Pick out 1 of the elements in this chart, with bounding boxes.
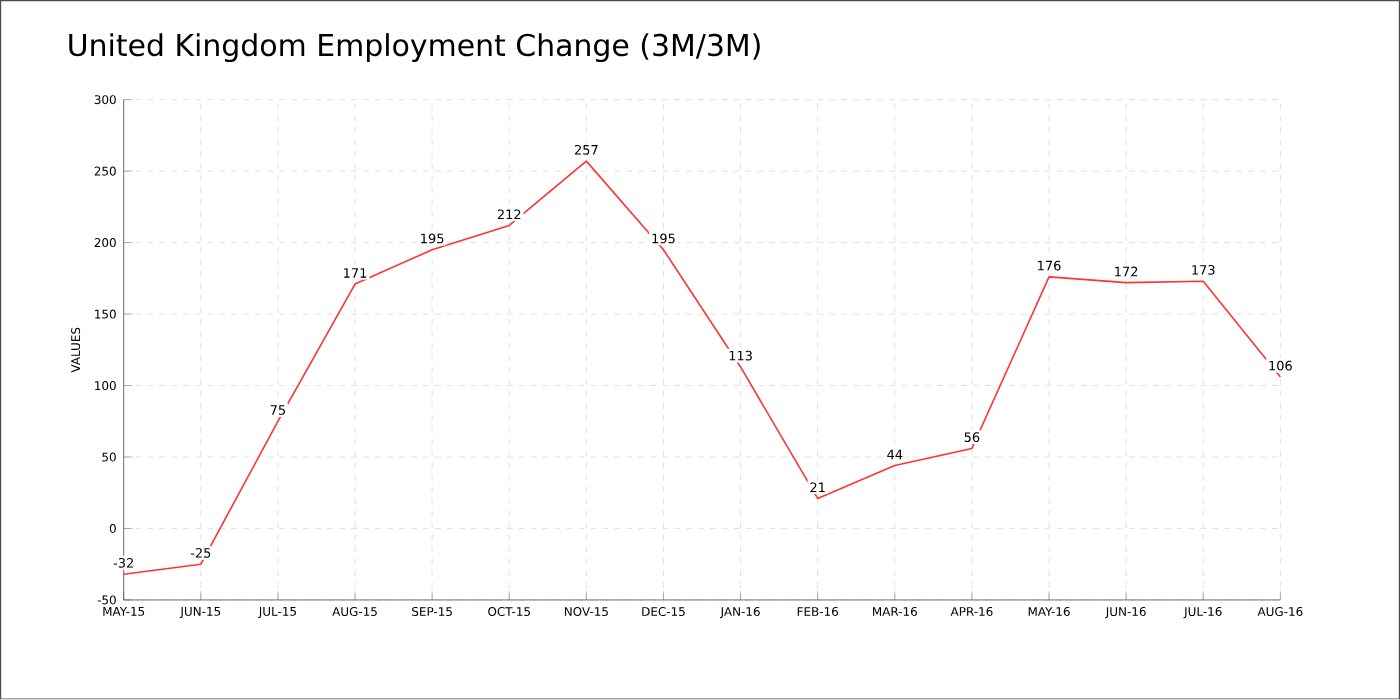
chart-title: United Kingdom Employment Change (3M/3M) — [69, 33, 760, 63]
